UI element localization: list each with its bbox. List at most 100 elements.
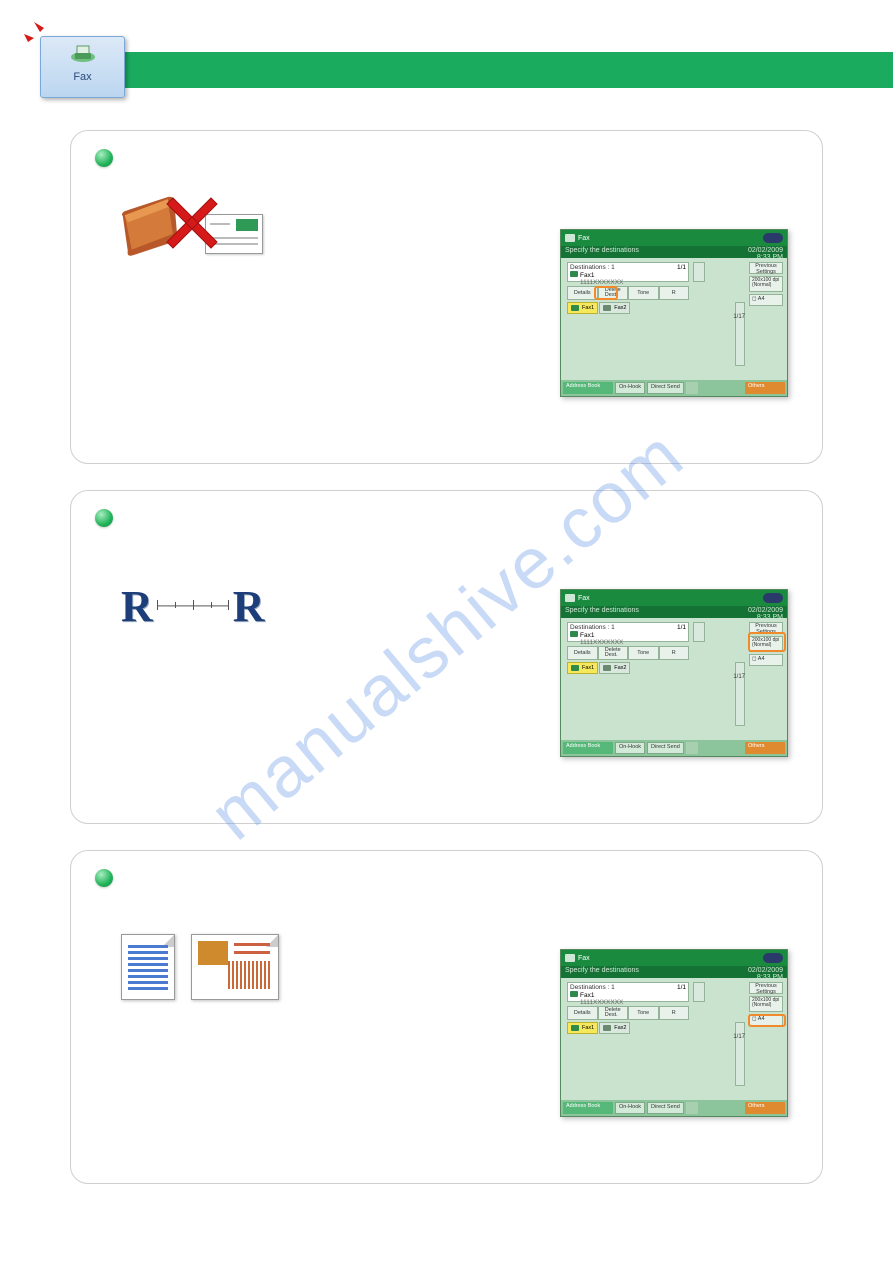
- panel-title: Fax: [578, 235, 590, 242]
- fax-tabs: Fax1Fax2: [567, 1022, 637, 1034]
- delete-x-icon: [159, 190, 225, 256]
- illustration-delete: [121, 186, 281, 286]
- resolution-setting[interactable]: 200x100 dpi (Normal): [749, 996, 783, 1012]
- prev-settings-button[interactable]: Previous Settings: [749, 262, 783, 274]
- details-button[interactable]: Details: [567, 286, 598, 300]
- panel-titlebar: Fax: [561, 230, 787, 246]
- tone-button[interactable]: Tone: [628, 286, 659, 300]
- onhook-button[interactable]: On-Hook: [615, 742, 645, 754]
- help-icon[interactable]: [763, 233, 783, 243]
- action-buttons-row: DetailsDelete Dest.ToneR: [567, 286, 689, 300]
- fax-tab-label: Fax: [41, 71, 124, 83]
- dest-step-buttons[interactable]: [693, 262, 705, 282]
- panel-titlebar: Fax: [561, 950, 787, 966]
- panel-title: Fax: [578, 595, 590, 602]
- fax-tabs: Fax1Fax2: [567, 302, 637, 314]
- panel-body: Destinations : 11/1Fax11111XXXXXXX Detail…: [561, 258, 787, 380]
- page-indicator: 1/17: [733, 314, 745, 320]
- destination-field[interactable]: Destinations : 11/1Fax11111XXXXXXX: [567, 982, 689, 1002]
- action-buttons-row: DetailsDelete Dest.ToneR: [567, 646, 689, 660]
- details-button[interactable]: Details: [567, 646, 598, 660]
- papersize-setting[interactable]: ◻ A4: [749, 654, 783, 666]
- help-icon[interactable]: [763, 953, 783, 963]
- delete-dest-button[interactable]: Delete Dest.: [598, 286, 629, 300]
- bullet-icon: [95, 149, 113, 167]
- scrollbar[interactable]: [735, 302, 745, 366]
- tab-fax1[interactable]: Fax1: [567, 662, 598, 674]
- panel-footer: Address BookOn-HookDirect Send Others: [561, 740, 787, 756]
- others-button[interactable]: Others: [745, 382, 785, 394]
- card-resolution: R R Fax Specify the destinations02/02/200…: [70, 490, 823, 824]
- dest-step-buttons[interactable]: [693, 622, 705, 642]
- fax-panel-screenshot-2: Fax Specify the destinations02/02/20098:3…: [560, 589, 788, 757]
- fax-panel-screenshot-1: Fax Specify the destinations02/02/20098:3…: [560, 229, 788, 397]
- direct-send-button[interactable]: Direct Send: [647, 742, 684, 754]
- resolution-setting[interactable]: 200x100 dpi (Normal): [749, 276, 783, 292]
- details-button[interactable]: Details: [567, 1006, 598, 1020]
- fax-machine-icon: [41, 43, 124, 69]
- panel-body: Destinations : 11/1Fax11111XXXXXXX Detail…: [561, 978, 787, 1100]
- green-band: [120, 52, 893, 88]
- page-indicator: 1/17: [733, 1034, 745, 1040]
- r-button[interactable]: R: [659, 1006, 690, 1020]
- delete-dest-button[interactable]: Delete Dest.: [598, 1006, 629, 1020]
- panel-body: Destinations : 11/1Fax11111XXXXXXX Detail…: [561, 618, 787, 740]
- tab-fax1[interactable]: Fax1: [567, 1022, 598, 1034]
- dest-step-buttons[interactable]: [693, 982, 705, 1002]
- prev-settings-button[interactable]: Previous Settings: [749, 622, 783, 634]
- destination-field[interactable]: Destinations : 11/1Fax11111XXXXXXX: [567, 262, 689, 282]
- scrollbar[interactable]: [735, 1022, 745, 1086]
- delete-dest-button[interactable]: Delete Dest.: [598, 646, 629, 660]
- destination-field[interactable]: Destinations : 11/1Fax11111XXXXXXX: [567, 622, 689, 642]
- topbar: Fax: [0, 30, 893, 100]
- card-papersize: Fax Specify the destinations02/02/20098:3…: [70, 850, 823, 1184]
- panel-footer: Address BookOn-HookDirect Send Others: [561, 1100, 787, 1116]
- footer-sep: [686, 1102, 698, 1114]
- illustration-documents: [121, 906, 279, 1000]
- address-book-button[interactable]: Address Book: [563, 742, 613, 754]
- onhook-button[interactable]: On-Hook: [615, 382, 645, 394]
- others-button[interactable]: Others: [745, 742, 785, 754]
- address-book-button[interactable]: Address Book: [563, 382, 613, 394]
- tab-fax1[interactable]: Fax1: [567, 302, 598, 314]
- papersize-setting[interactable]: ◻ A4: [749, 1014, 783, 1026]
- address-book-button[interactable]: Address Book: [563, 1102, 613, 1114]
- resolution-setting[interactable]: 200x100 dpi (Normal): [749, 636, 783, 652]
- action-buttons-row: DetailsDelete Dest.ToneR: [567, 1006, 689, 1020]
- fax-tabs: Fax1Fax2: [567, 662, 637, 674]
- panel-title: Fax: [578, 955, 590, 962]
- direct-send-button[interactable]: Direct Send: [647, 382, 684, 394]
- card-delete-dest: Fax Specify the destinations02/02/20098:3…: [70, 130, 823, 464]
- r-button[interactable]: R: [659, 646, 690, 660]
- scrollbar[interactable]: [735, 662, 745, 726]
- fax-icon: [565, 234, 575, 242]
- prev-settings-button[interactable]: Previous Settings: [749, 982, 783, 994]
- r-glyph-large: R: [121, 581, 153, 632]
- ruler-icon: [157, 597, 229, 615]
- panel-subtitle: Specify the destinations02/02/20098:33 P…: [561, 246, 787, 258]
- panel-subtitle: Specify the destinations02/02/20098:33 P…: [561, 966, 787, 978]
- help-icon[interactable]: [763, 593, 783, 603]
- tab-fax2[interactable]: Fax2: [599, 662, 630, 674]
- others-button[interactable]: Others: [745, 1102, 785, 1114]
- illustration-resolution: R R: [121, 546, 291, 636]
- document-text-icon: [121, 934, 175, 1000]
- footer-sep: [686, 382, 698, 394]
- document-image-icon: [191, 934, 279, 1000]
- footer-sep: [686, 742, 698, 754]
- panel-footer: Address BookOn-HookDirect Send Others: [561, 380, 787, 396]
- r-button[interactable]: R: [659, 286, 690, 300]
- direct-send-button[interactable]: Direct Send: [647, 1102, 684, 1114]
- papersize-setting[interactable]: ◻ A4: [749, 294, 783, 306]
- tone-button[interactable]: Tone: [628, 1006, 659, 1020]
- fax-tab[interactable]: Fax: [40, 36, 125, 98]
- fax-icon: [565, 594, 575, 602]
- bullet-icon: [95, 869, 113, 887]
- panel-subtitle: Specify the destinations02/02/20098:33 P…: [561, 606, 787, 618]
- tone-button[interactable]: Tone: [628, 646, 659, 660]
- onhook-button[interactable]: On-Hook: [615, 1102, 645, 1114]
- page-indicator: 1/17: [733, 674, 745, 680]
- tab-fax2[interactable]: Fax2: [599, 1022, 630, 1034]
- r-glyph-large: R: [233, 581, 265, 632]
- tab-fax2[interactable]: Fax2: [599, 302, 630, 314]
